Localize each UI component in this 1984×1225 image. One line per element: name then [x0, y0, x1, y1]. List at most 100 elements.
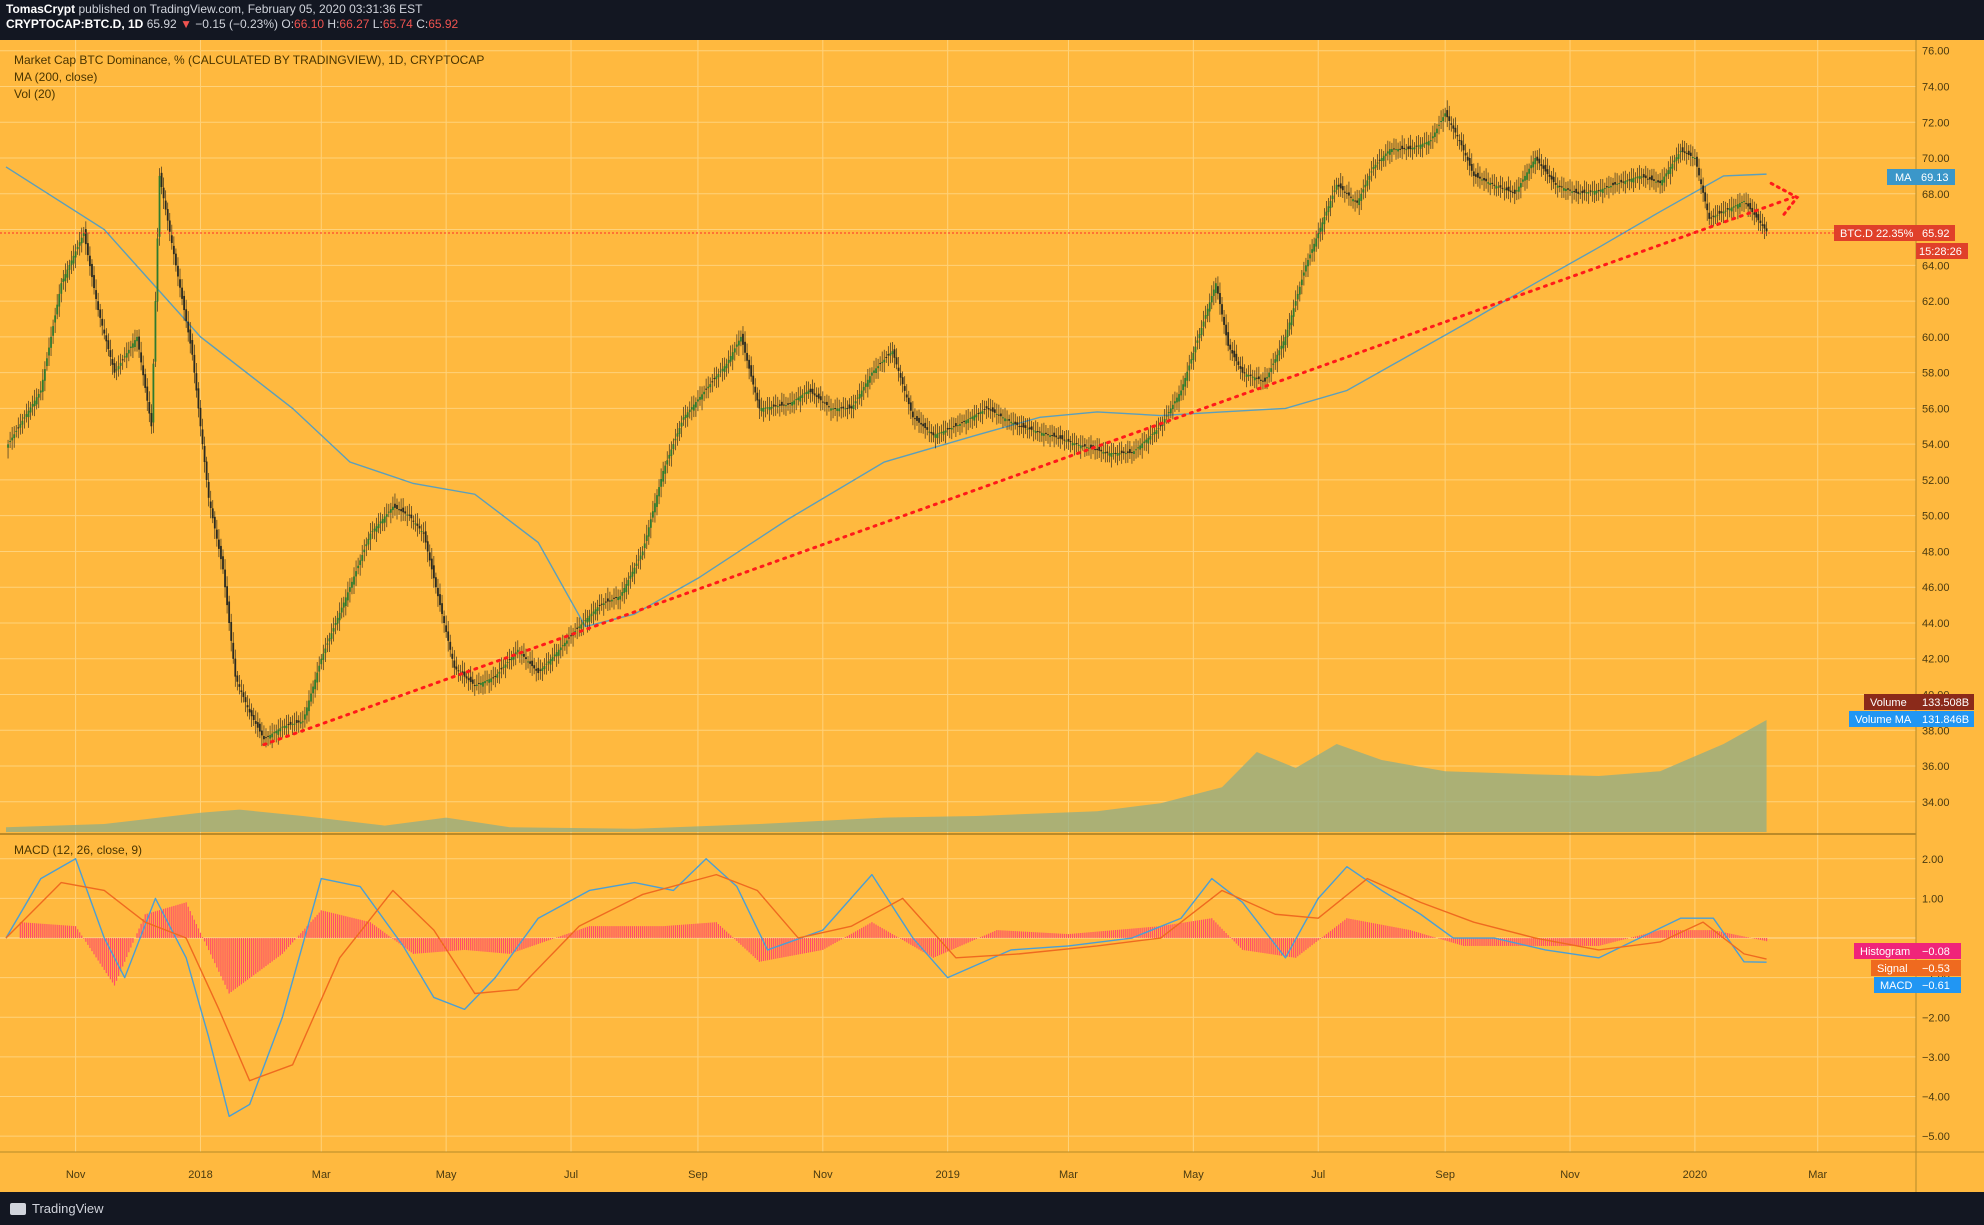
candle-body — [862, 386, 865, 391]
candle-body — [1763, 224, 1766, 229]
candle-body — [1497, 186, 1500, 188]
candle-body — [707, 386, 710, 389]
candle-body — [586, 617, 589, 623]
candle-body — [817, 393, 820, 399]
legend-title[interactable]: Market Cap BTC Dominance, % (CALCULATED … — [14, 53, 484, 67]
footer-brand[interactable]: TradingView — [32, 1201, 104, 1216]
macd-tick-label: −2.00 — [1922, 1012, 1950, 1024]
legend-vol[interactable]: Vol (20) — [14, 87, 55, 101]
candle-body — [222, 556, 224, 570]
candle-body — [811, 388, 814, 394]
candle-body — [633, 567, 636, 574]
candle-body — [432, 565, 435, 579]
candle-body — [504, 664, 507, 668]
candle-body — [656, 495, 658, 507]
candle-body — [1055, 435, 1058, 438]
candle-body — [1088, 447, 1090, 449]
candle-body — [1133, 451, 1135, 455]
candle-body — [265, 737, 267, 739]
candle-body — [1083, 444, 1086, 447]
chart-canvas[interactable]: 34.0036.0038.0040.0042.0044.0046.0048.00… — [0, 40, 1984, 1192]
low-value: 65.74 — [382, 17, 413, 31]
candle-body — [1155, 430, 1158, 434]
candle-body — [1421, 143, 1424, 147]
candle-body — [1270, 368, 1273, 372]
candle-body — [1106, 451, 1109, 454]
candle-body — [1026, 428, 1029, 430]
candle-body — [514, 652, 517, 655]
candle-body — [961, 422, 963, 424]
candle-body — [267, 735, 269, 737]
candle-body — [539, 669, 542, 671]
candle-body — [1034, 431, 1037, 434]
candle-body — [27, 410, 30, 418]
candle-body — [101, 318, 104, 326]
candle-body — [1145, 439, 1148, 443]
time-axis[interactable]: Nov 2018 Mar May Jul Sep Nov 2019 Mar May Jul Sep No… — [66, 1169, 1828, 1181]
candle-body — [510, 657, 513, 661]
candle-body — [508, 659, 511, 661]
candle-body — [1194, 346, 1197, 353]
candle-body — [699, 396, 701, 400]
price-tick-label: 58.00 — [1922, 368, 1950, 380]
candle-body — [594, 609, 597, 615]
candle-body — [1544, 164, 1547, 172]
candle-body — [1626, 180, 1629, 182]
legend-ma[interactable]: MA (200, close) — [14, 70, 97, 84]
candle-body — [381, 518, 384, 524]
countdown-tag: 15:28:26 — [1916, 243, 1968, 259]
price-tick-label: 48.00 — [1922, 546, 1950, 558]
candle-body — [361, 555, 364, 561]
candle-body — [164, 200, 167, 210]
candle-body — [842, 406, 845, 409]
candle-body — [263, 736, 265, 740]
candle-body — [1239, 365, 1242, 369]
candle-body — [273, 732, 276, 734]
legend-macd[interactable]: MACD (12, 26, close, 9) — [14, 843, 142, 857]
candle-body — [1280, 345, 1283, 350]
candle-body — [1047, 434, 1049, 436]
candle-body — [19, 424, 22, 428]
candle-body — [1640, 176, 1643, 178]
candle-body — [619, 596, 622, 600]
candle-body — [252, 715, 255, 721]
candle-body — [1204, 315, 1207, 319]
time-tick-label: 2018 — [188, 1169, 212, 1181]
candle-body — [189, 329, 192, 344]
macd-tick-label: 2.00 — [1922, 854, 1943, 866]
candle-body — [316, 672, 319, 683]
candle-body — [840, 407, 843, 409]
candle-body — [494, 675, 497, 677]
price-tick-label: 60.00 — [1922, 332, 1950, 344]
candle-body — [1380, 158, 1383, 162]
candle-body — [1519, 183, 1522, 188]
candle-body — [1427, 141, 1430, 146]
candle-body — [7, 444, 9, 448]
candle-body — [748, 359, 751, 369]
candle-body — [1298, 286, 1301, 295]
author-name[interactable]: TomasCrypt — [6, 2, 76, 16]
candle-body — [1583, 189, 1586, 193]
candle-body — [1249, 374, 1252, 376]
candle-body — [1382, 155, 1385, 161]
candle-body — [848, 404, 851, 409]
candle-body — [1364, 184, 1367, 188]
price-axis[interactable]: 34.0036.0038.0040.0042.0044.0046.0048.00… — [1922, 46, 1950, 1143]
candle-body — [1634, 177, 1637, 179]
candle-body — [132, 343, 134, 348]
candle-body — [846, 407, 849, 409]
candle-body — [283, 726, 286, 728]
price-tick-label: 54.00 — [1922, 439, 1950, 451]
candle-body — [631, 571, 634, 577]
ohlc-line: CRYPTOCAP:BTC.D, 1D 65.92 ▼ −0.15 (−0.23… — [6, 17, 1978, 32]
candle-body — [1436, 128, 1438, 134]
candle-body — [1536, 156, 1539, 161]
candle-body — [486, 680, 488, 682]
candle-body — [496, 674, 499, 678]
btcd-tag-value: 65.92 — [1922, 228, 1950, 240]
candle-body — [148, 401, 151, 414]
tradingview-logo-icon[interactable] — [10, 1202, 26, 1215]
candle-body — [1282, 341, 1285, 349]
candle-body — [606, 598, 609, 602]
candle-body — [410, 514, 413, 519]
